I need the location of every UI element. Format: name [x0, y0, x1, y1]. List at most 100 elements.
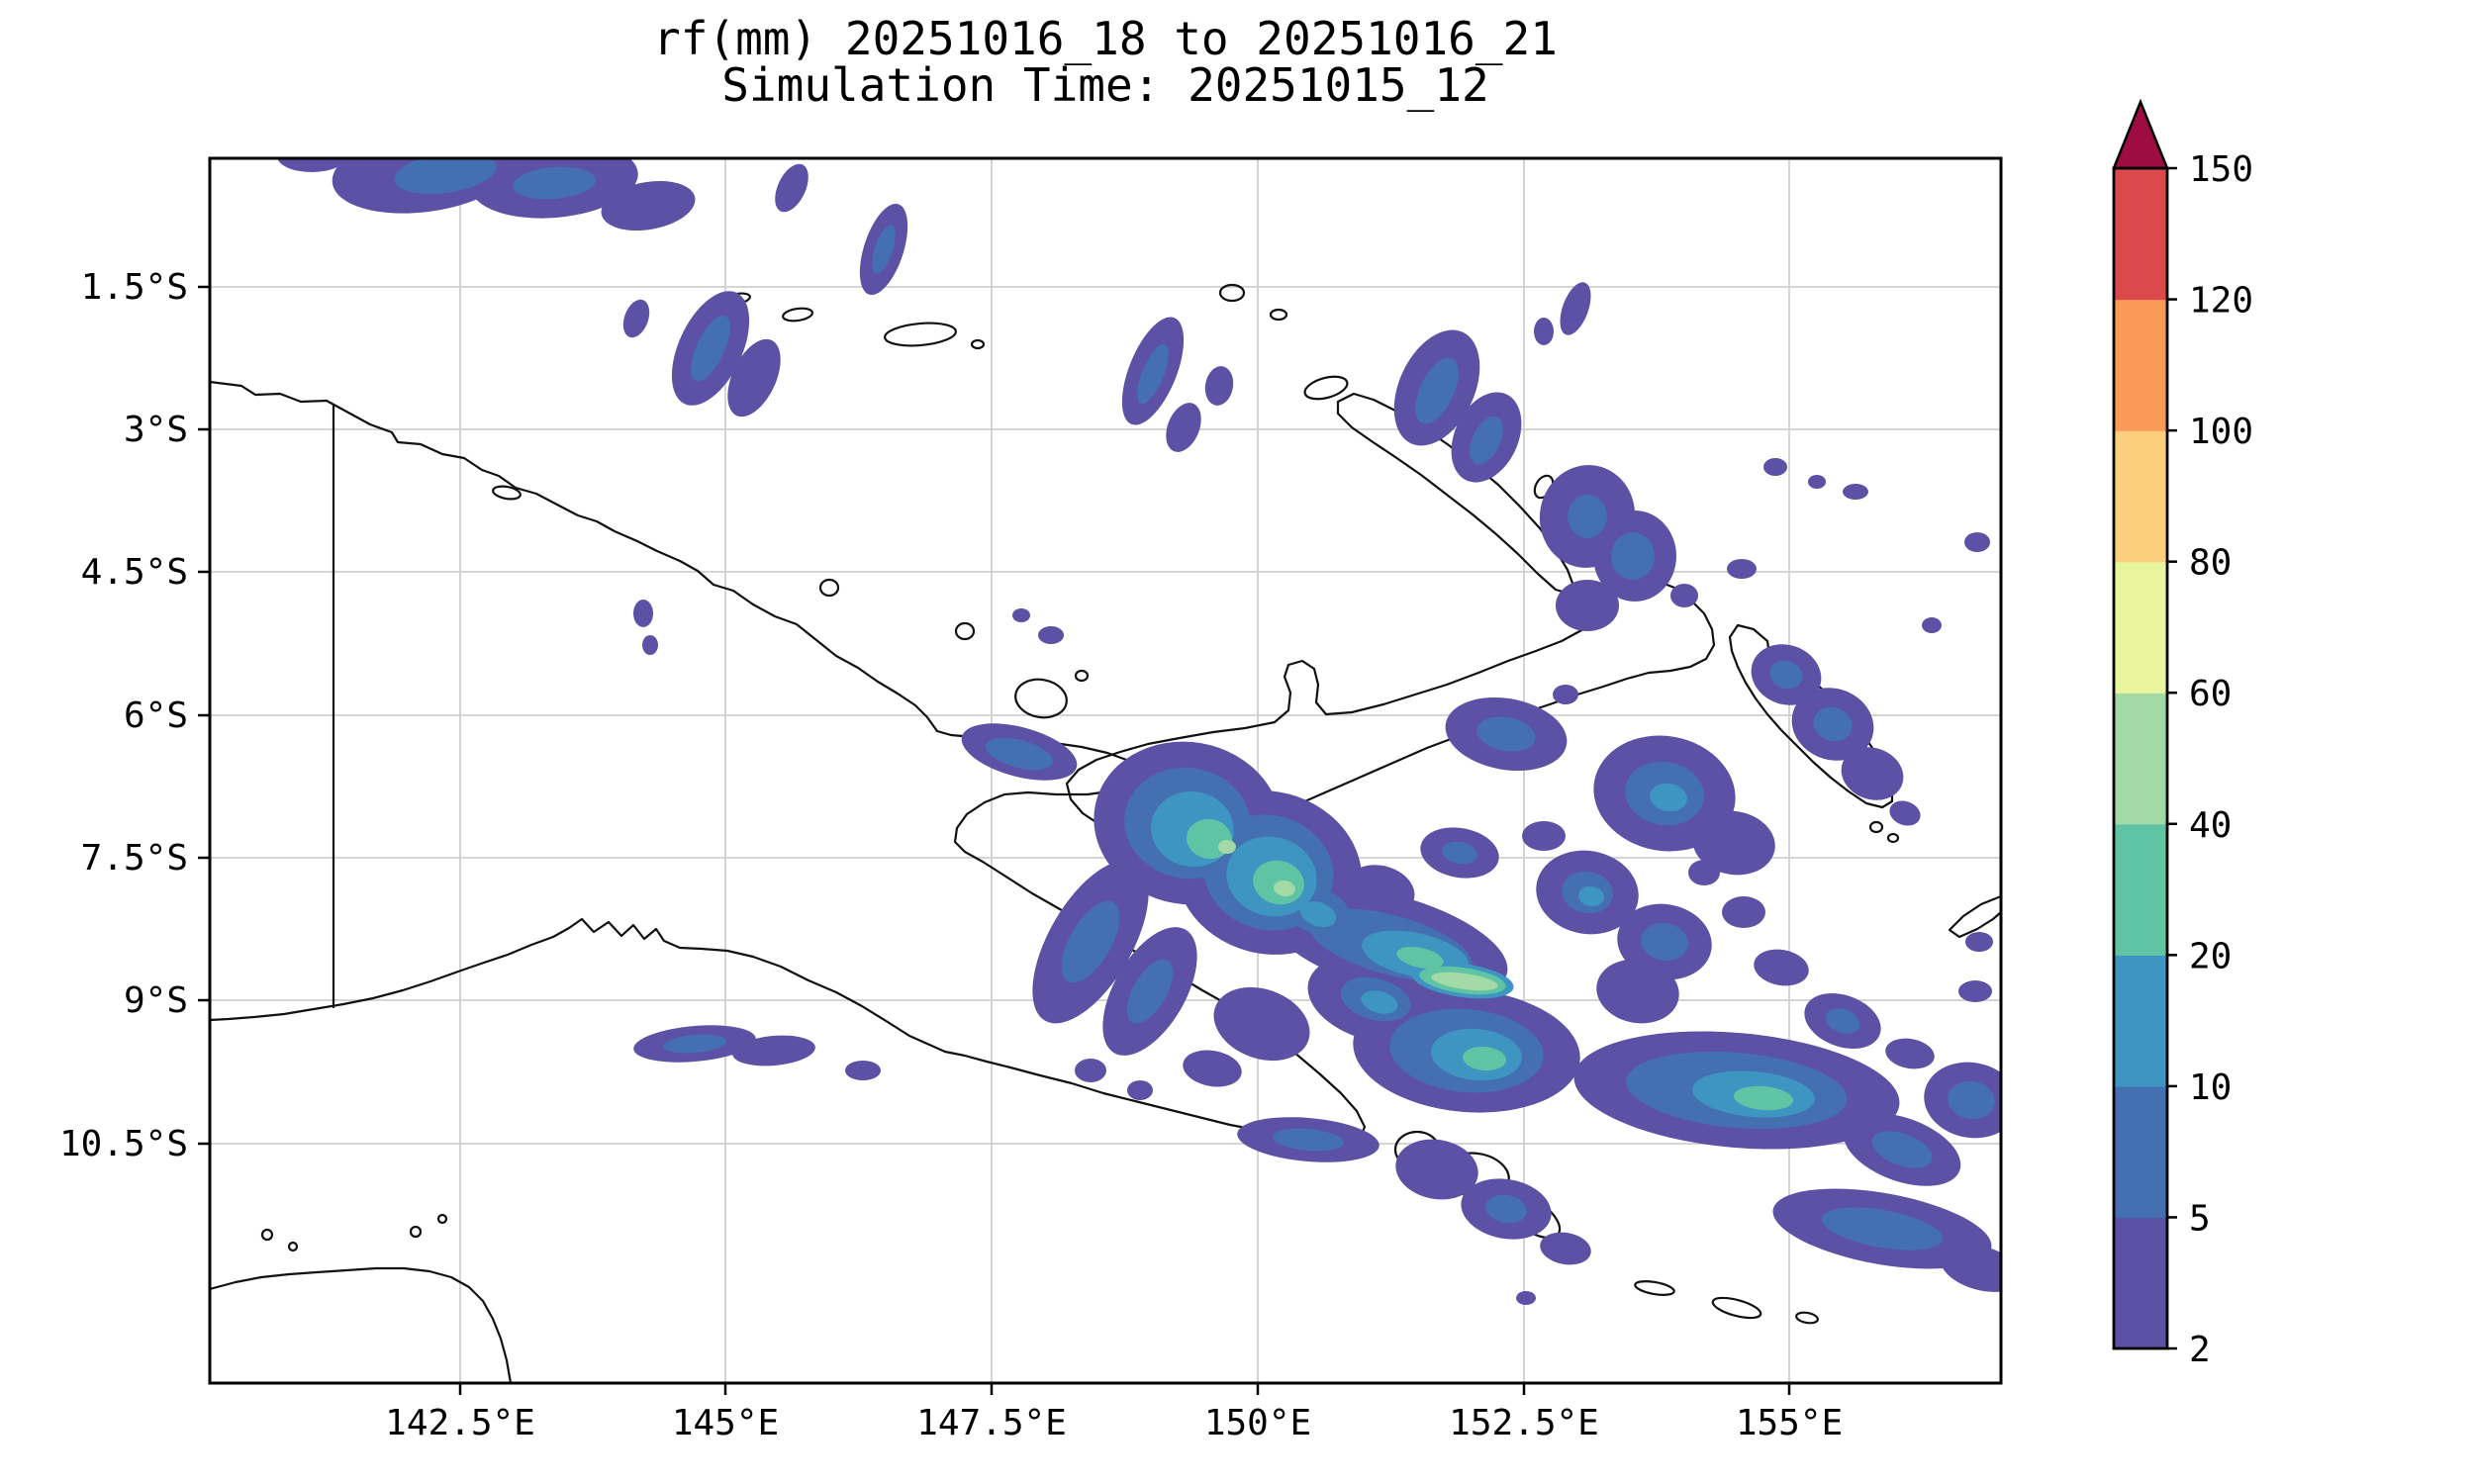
- island-outline: [1634, 1280, 1675, 1296]
- rain-cell: [1821, 1207, 1944, 1251]
- rain-cell: [1213, 986, 1310, 1062]
- rain-cell: [1889, 800, 1921, 826]
- island-outline: [260, 1228, 274, 1242]
- colorbar-band: [2114, 955, 2167, 1087]
- rain-cell: [1038, 626, 1064, 644]
- island-outline: [1014, 678, 1068, 719]
- island-outline: [1795, 1311, 1819, 1325]
- island-outline: [1218, 283, 1246, 303]
- rain-cell: [872, 225, 896, 274]
- rain-cell: [394, 158, 497, 195]
- rain-cell: [513, 166, 596, 200]
- colorbar-tick-label: 40: [2189, 805, 2232, 846]
- island-outline: [1868, 820, 1884, 834]
- y-tick-label: 1.5°S: [81, 267, 188, 308]
- colorbar-tick-label: 120: [2189, 281, 2253, 322]
- rain-cell: [1553, 685, 1578, 704]
- colorbar-band: [2114, 430, 2167, 563]
- rain-cell: [1611, 532, 1655, 580]
- rain-cell: [1560, 282, 1591, 335]
- rain-cell: [1395, 1139, 1478, 1200]
- gridlines: [210, 158, 2001, 1383]
- rain-cell: [1808, 475, 1826, 489]
- rain-cell: [1470, 416, 1503, 465]
- rain-cell: [633, 600, 653, 627]
- y-axis-labels: 1.5°S 3°S 4.5°S 6°S 7.5°S 9°S 10.5°S: [59, 267, 210, 1164]
- x-tick-label: 145°E: [672, 1403, 779, 1443]
- x-tick-label: 147.5°E: [916, 1403, 1067, 1443]
- rain-cell: [1556, 580, 1619, 631]
- rain-cell: [1415, 357, 1459, 424]
- rain-cell: [1061, 900, 1120, 983]
- island-outline: [1074, 669, 1090, 683]
- island-outline: [1269, 308, 1288, 322]
- rain-cell: [1843, 484, 1868, 500]
- rain-cell: [1568, 495, 1607, 538]
- rain-cell: [1769, 660, 1803, 690]
- rain-cell: [1871, 1131, 1933, 1168]
- colorbar: 2 5 10 20 40 60 80 100 120 150: [2112, 98, 2253, 1370]
- island-outline: [818, 578, 840, 598]
- colorbar-tick-label: 2: [2189, 1330, 2211, 1370]
- rain-cell: [663, 1034, 726, 1054]
- rain-cell: [732, 1035, 815, 1067]
- rain-cell: [1641, 922, 1688, 962]
- rain-cell: [1596, 959, 1679, 1024]
- rain-cell: [1734, 1085, 1793, 1111]
- rain-cell: [775, 163, 809, 213]
- colorbar-tick-label: 5: [2189, 1198, 2211, 1239]
- colorbar-band: [2114, 168, 2167, 301]
- rain-cell: [1396, 947, 1444, 969]
- coastline: [1948, 894, 2001, 939]
- colorbar-tick-label: 150: [2189, 149, 2253, 190]
- island-outline: [409, 1225, 423, 1239]
- rain-cell: [622, 299, 650, 338]
- rain-cell: [1442, 841, 1477, 865]
- rain-cell: [601, 180, 696, 232]
- rain-cell: [1727, 559, 1757, 579]
- colorbar-over-arrow: [2112, 98, 2169, 170]
- rain-cell: [727, 338, 781, 417]
- x-tick-label: 142.5°E: [385, 1403, 535, 1443]
- rain-cell: [1948, 1080, 1995, 1120]
- rain-cell: [1127, 1080, 1153, 1100]
- y-tick-label: 10.5°S: [59, 1124, 188, 1164]
- rain-cell: [1516, 1291, 1536, 1305]
- rain-cell: [1578, 885, 1604, 907]
- rain-cell: [1273, 1128, 1344, 1152]
- rain-cell: [1218, 840, 1236, 854]
- island-outline: [1303, 375, 1349, 401]
- rain-cell: [985, 737, 1054, 771]
- x-tick-label: 150°E: [1204, 1403, 1311, 1443]
- coastline: [210, 1266, 513, 1383]
- rain-cell: [1964, 532, 1990, 552]
- rain-cell: [1670, 584, 1698, 607]
- colorbar-band: [2114, 299, 2167, 431]
- island-outline: [884, 322, 957, 347]
- rain-cell: [642, 635, 658, 655]
- x-tick-label: 155°E: [1736, 1403, 1843, 1443]
- colorbar-outline: [2112, 166, 2169, 1350]
- rain-cell: [691, 315, 730, 382]
- rain-cell: [1922, 617, 1942, 633]
- y-tick-label: 6°S: [124, 696, 188, 736]
- y-tick-label: 7.5°S: [81, 838, 188, 879]
- rain-cell: [1204, 366, 1234, 406]
- rain-cell: [1650, 783, 1687, 812]
- colorbar-band: [2114, 823, 2167, 956]
- rain-cell: [1692, 810, 1775, 876]
- y-tick-label: 9°S: [124, 980, 188, 1021]
- rain-cell: [1463, 1046, 1506, 1071]
- rain-cell: [1534, 318, 1554, 345]
- rain-cell: [1274, 880, 1295, 897]
- map-frame: [208, 156, 2003, 1385]
- rain-cell: [1075, 1059, 1106, 1082]
- rain-cell: [1540, 1232, 1591, 1265]
- colorbar-band: [2114, 693, 2167, 825]
- rain-cell: [277, 158, 346, 172]
- rain-cell: [1763, 458, 1787, 476]
- rain-cell: [1722, 896, 1765, 928]
- rain-cell: [1522, 821, 1566, 851]
- island-outline: [436, 1213, 448, 1225]
